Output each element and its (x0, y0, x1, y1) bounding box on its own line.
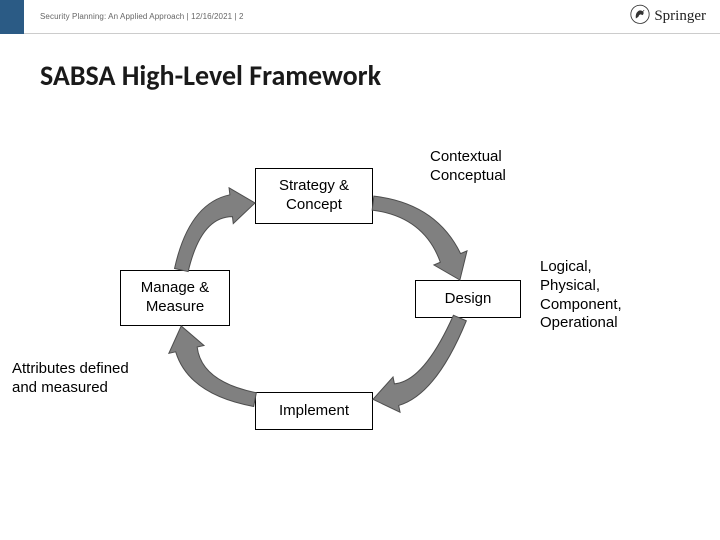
header-breadcrumb: Security Planning: An Applied Approach |… (40, 12, 244, 21)
header-accent-bar (0, 0, 24, 34)
slide-header: Security Planning: An Applied Approach |… (0, 0, 720, 34)
publisher-logo: Springer (630, 4, 706, 28)
springer-horse-icon (630, 4, 650, 28)
publisher-name: Springer (654, 8, 706, 25)
sabsa-cycle-diagram: Strategy &ConceptDesignImplementManage &… (60, 130, 660, 510)
slide-title: SABSA High-Level Framework (40, 58, 720, 93)
arrow-manage-strategy (60, 130, 660, 510)
